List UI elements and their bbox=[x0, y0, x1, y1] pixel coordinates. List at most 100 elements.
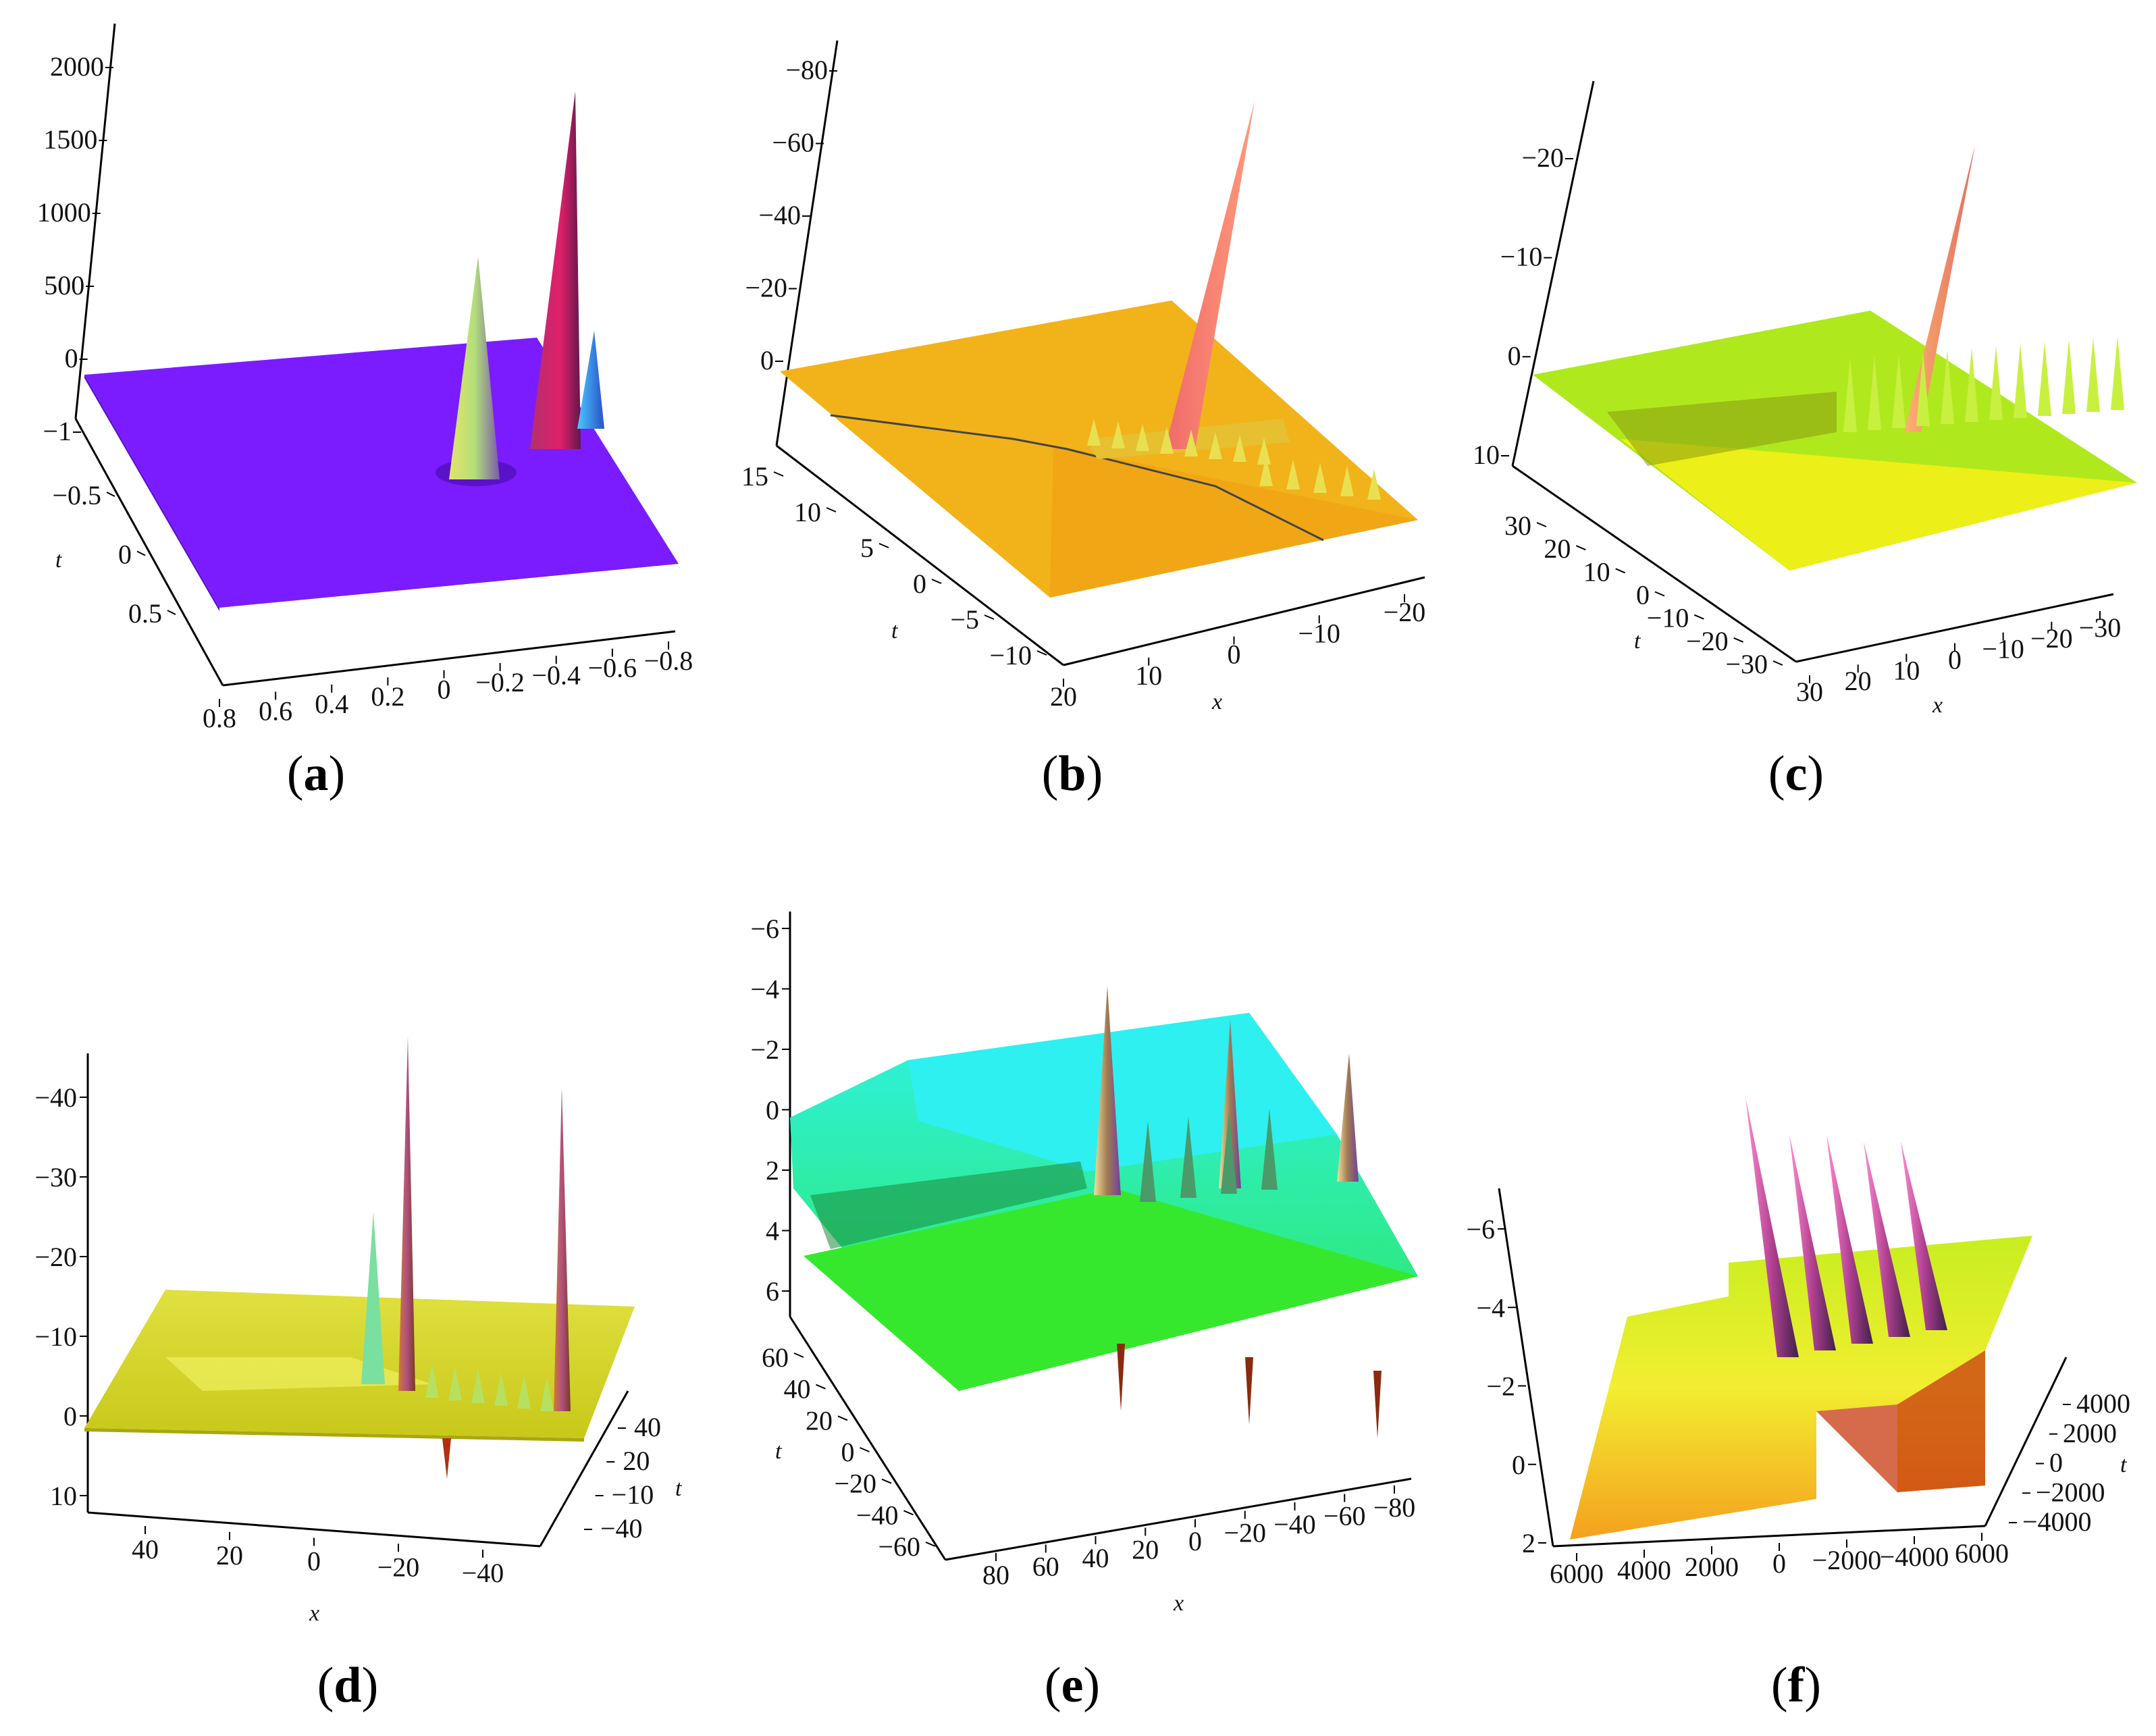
panel-f-t-label: t bbox=[2120, 1452, 2128, 1477]
peaks-d-peak bbox=[448, 1367, 462, 1400]
peaks-d-peak bbox=[540, 1377, 554, 1411]
panel-c-t-ticks: 30 20 10 0−10−20−30 bbox=[1504, 510, 1783, 679]
ticks-e-z-label: −6 bbox=[750, 914, 779, 944]
ticks-e-z-label: −4 bbox=[750, 974, 779, 1005]
panel-a-x-ticks: 0.8 0.6 0.4 0.2 0 −0.2 −0.4 −0.6 −0.8 bbox=[203, 641, 693, 733]
peaks-c-peak bbox=[2062, 340, 2076, 414]
ticks-b-t-mark bbox=[878, 543, 889, 548]
ticks-d-x-label: 40 bbox=[132, 1534, 159, 1564]
ticks-b-z-label: −40 bbox=[758, 200, 801, 230]
ticks-a-x-label: −0.2 bbox=[475, 667, 525, 698]
peaks-c-peak bbox=[1941, 350, 1954, 424]
peaks-c-peak bbox=[1892, 354, 1905, 428]
ticks-e-x-label: 60 bbox=[1032, 1552, 1059, 1582]
panel-d-x-axis bbox=[87, 1511, 541, 1548]
ticks-e-x-label: −80 bbox=[1373, 1492, 1416, 1523]
ticks-c-t-mark bbox=[1772, 660, 1783, 666]
ticks-e-x-label: −40 bbox=[1273, 1509, 1316, 1540]
ticks-b-t-mark bbox=[1036, 650, 1047, 656]
panel-c-caption: (c) bbox=[1768, 746, 1824, 801]
ticks-b-t-mark bbox=[826, 507, 837, 512]
panel-e-x-axis bbox=[945, 1477, 1412, 1561]
ticks-f-t-label: −2000 bbox=[2036, 1477, 2105, 1507]
ticks-a-x-label: 0.6 bbox=[259, 695, 292, 726]
ticks-c-x-label: 10 bbox=[1893, 655, 1920, 685]
peaks-e-peak bbox=[1261, 1109, 1278, 1190]
peaks-c-peak bbox=[2038, 342, 2051, 416]
panel-a-spike-3 bbox=[577, 331, 604, 429]
panel-f-caption: (f) bbox=[1771, 1658, 1821, 1713]
peaks-b-peak bbox=[1087, 419, 1101, 446]
ticks-a-z-label: 0 bbox=[65, 343, 78, 373]
panel-c-x-ticks: 30 20 10 0 −10 −20 −30 bbox=[1796, 611, 2121, 707]
ticks-d-z-label: −30 bbox=[34, 1162, 77, 1192]
ticks-a-t-label: 0.5 bbox=[128, 598, 162, 629]
ticks-e-t-mark bbox=[816, 1384, 826, 1390]
ticks-c-z-label: 0 bbox=[1508, 340, 1521, 371]
panel-c-t-axis bbox=[1512, 465, 1797, 663]
ticks-b-z-label: −60 bbox=[772, 128, 814, 158]
ticks-f-t-label: 4000 bbox=[2076, 1388, 2130, 1419]
panel-e-t-label: t bbox=[775, 1439, 783, 1464]
ticks-e-z-label: 6 bbox=[766, 1276, 779, 1307]
peaks-d-peak bbox=[494, 1372, 508, 1406]
ticks-e-t-mark bbox=[837, 1415, 848, 1421]
peaks-d-peak bbox=[471, 1369, 485, 1403]
ticks-a-z-label: 1500 bbox=[43, 124, 97, 155]
ticks-c-t-mark bbox=[1654, 591, 1665, 597]
panel-f: −6−4−202 6000 4000 2000 0 −2000−4000 6000 400… bbox=[1466, 1097, 2130, 1713]
panel-e-green-plateau bbox=[804, 1188, 1418, 1391]
ticks-f-x-label: −2000 bbox=[1812, 1545, 1882, 1575]
peaks-e-peak bbox=[1221, 1113, 1237, 1194]
ticks-b-x-label: 10 bbox=[1135, 660, 1162, 691]
ticks-b-t-mark bbox=[931, 579, 942, 584]
ticks-a-t-mark bbox=[167, 610, 176, 615]
panel-c-surface-lower bbox=[1621, 439, 2137, 571]
ticks-a-t-mark bbox=[106, 492, 115, 497]
ticks-b-z-label: −80 bbox=[785, 55, 828, 85]
peaks-b-peak bbox=[1209, 432, 1222, 459]
ticks-b-t-mark bbox=[773, 471, 784, 477]
panel-a-z-ticks: 2000 1500 1000 500 0 −1 bbox=[37, 51, 113, 446]
ticks-c-t-mark bbox=[1693, 614, 1704, 620]
ticks-c-t-label: 20 bbox=[1544, 533, 1571, 564]
panel-c-t-label: t bbox=[1634, 629, 1641, 654]
ticks-d-z-label: 0 bbox=[63, 1401, 77, 1431]
ticks-f-t-label: 0 bbox=[2049, 1448, 2063, 1478]
peaks-b-peak bbox=[1367, 469, 1381, 500]
panel-d-small-peaks bbox=[425, 1364, 554, 1411]
ticks-c-t-label: 30 bbox=[1504, 510, 1531, 541]
ticks-e-t-label: −60 bbox=[878, 1531, 920, 1562]
panel-e-x-label: x bbox=[1173, 1591, 1184, 1616]
panel-e-spike-2 bbox=[1219, 1020, 1241, 1188]
peaks-c-peak bbox=[2014, 344, 2027, 418]
ticks-e-t-mark bbox=[903, 1510, 914, 1516]
panel-f-spike bbox=[1826, 1134, 1873, 1344]
panel-b-x-axis bbox=[1063, 576, 1425, 666]
panel-a-spike-2 bbox=[530, 91, 581, 449]
panel-b-z-ticks: −80 −60 −40 −20 0 bbox=[745, 55, 837, 375]
ticks-b-t-mark bbox=[984, 614, 995, 620]
ticks-f-x-label: 2000 bbox=[1685, 1552, 1739, 1582]
ticks-c-z-label: 10 bbox=[1473, 440, 1500, 470]
ticks-c-x-label: 30 bbox=[1796, 677, 1823, 707]
peaks-e-peak bbox=[1140, 1121, 1156, 1202]
ticks-b-t-label: −10 bbox=[989, 640, 1032, 670]
ticks-e-x-label: −60 bbox=[1323, 1501, 1366, 1531]
ticks-d-x-label: −40 bbox=[462, 1558, 504, 1588]
panel-a-spike-1 bbox=[449, 257, 500, 479]
ticks-d-t-label: 40 bbox=[634, 1412, 661, 1442]
peaks-b-peak bbox=[1111, 421, 1125, 448]
dips-e-peak bbox=[1245, 1357, 1253, 1425]
ticks-c-x-label: −30 bbox=[2079, 612, 2122, 643]
peaks-d-peak bbox=[517, 1375, 531, 1409]
peaks-b-peak bbox=[1340, 466, 1354, 496]
ticks-e-z-label: 0 bbox=[766, 1095, 779, 1126]
panel-d-dip bbox=[442, 1438, 451, 1479]
panel-e-dark-band bbox=[810, 1161, 1087, 1249]
panel-d-surface-front bbox=[84, 1428, 584, 1442]
panel-c-z-ticks: −20 −10 0 10 bbox=[1473, 142, 1573, 470]
panel-d-spike-3 bbox=[554, 1087, 571, 1411]
